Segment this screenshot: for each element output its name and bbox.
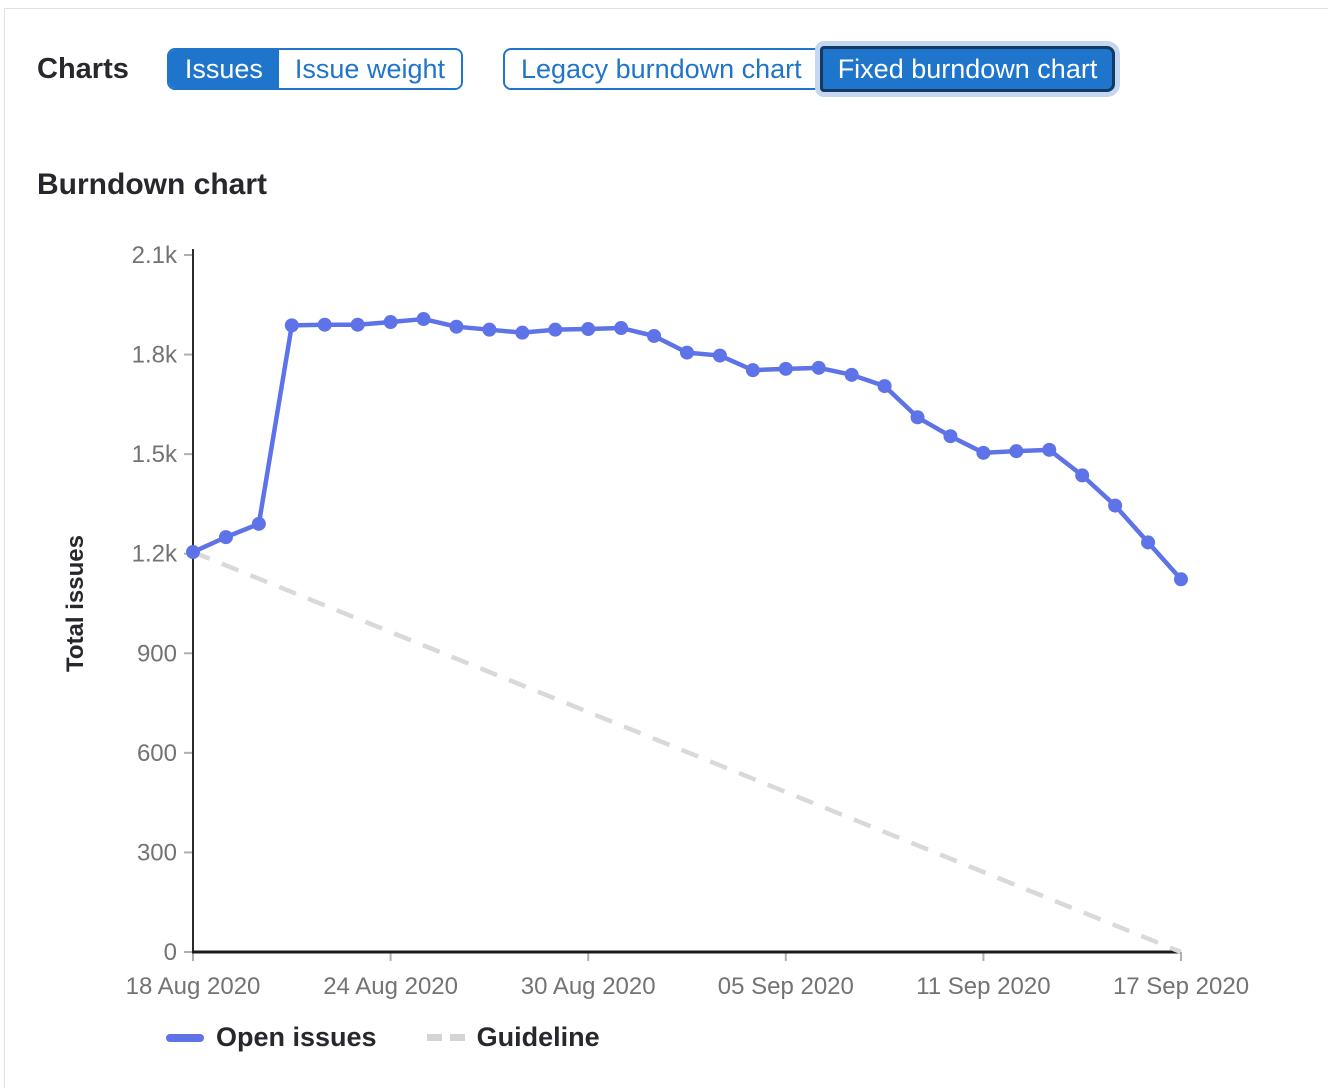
open-issues-data-point[interactable]: [943, 429, 958, 444]
open-issues-data-point[interactable]: [778, 361, 793, 376]
chart-type-toggle-group: Legacy burndown chart Fixed burndown cha…: [503, 46, 1116, 92]
open-issues-data-point[interactable]: [350, 317, 365, 332]
open-issues-data-point[interactable]: [383, 315, 398, 330]
open-issues-data-point[interactable]: [745, 363, 760, 378]
legend-label-guideline: Guideline: [476, 1022, 600, 1052]
guideline-swatch-icon: [426, 1034, 465, 1041]
y-axis-title: Total issues: [62, 535, 89, 672]
open-issues-data-point[interactable]: [811, 360, 826, 375]
y-tick-label: 1.2k: [132, 541, 178, 568]
open-issues-data-point[interactable]: [976, 445, 991, 460]
y-tick-label: 600: [137, 740, 177, 767]
open-issues-data-point[interactable]: [284, 318, 299, 333]
open-issues-data-point[interactable]: [515, 325, 530, 340]
open-issues-data-point[interactable]: [614, 321, 629, 336]
chart-legend: Open issues Guideline: [166, 1022, 1328, 1053]
y-tick-label: 0: [164, 939, 177, 966]
open-issues-data-point[interactable]: [647, 328, 662, 343]
y-tick-label: 2.1k: [132, 242, 178, 269]
y-tick-label: 900: [137, 640, 177, 667]
open-issues-data-point[interactable]: [548, 322, 563, 337]
open-issues-swatch-icon: [166, 1033, 204, 1042]
charts-label: Charts: [37, 52, 129, 85]
open-issues-data-point[interactable]: [712, 348, 727, 363]
legend-item-guideline[interactable]: Guideline: [426, 1022, 600, 1053]
open-issues-data-point[interactable]: [218, 530, 233, 545]
x-tick-label: 30 Aug 2020: [521, 973, 656, 1000]
open-issues-data-point[interactable]: [482, 322, 497, 337]
fixed-burndown-chart-button[interactable]: Fixed burndown chart: [819, 46, 1116, 92]
open-issues-data-point[interactable]: [416, 312, 431, 327]
open-issues-data-point[interactable]: [317, 317, 332, 332]
x-tick-label: 11 Sep 2020: [916, 973, 1050, 1000]
legend-item-open-issues[interactable]: Open issues: [166, 1022, 377, 1053]
y-tick-label: 1.8k: [132, 342, 178, 369]
y-tick-label: 1.5k: [132, 441, 178, 468]
open-issues-data-point[interactable]: [186, 545, 200, 560]
legend-label-open-issues: Open issues: [216, 1022, 377, 1052]
issues-toggle-group: Issues Issue weight: [166, 48, 463, 90]
issues-toggle-button[interactable]: Issues: [168, 50, 279, 88]
open-issues-data-point[interactable]: [1141, 535, 1156, 550]
open-issues-data-point[interactable]: [1042, 442, 1057, 457]
open-issues-data-point[interactable]: [449, 319, 464, 334]
open-issues-data-point[interactable]: [877, 379, 892, 394]
open-issues-data-point[interactable]: [1009, 444, 1024, 459]
burndown-chart-plot[interactable]: 0 300 600 900 1.2k 1.5k 1.8k 2.1k 18 Aug 2020 24 …: [5, 226, 1328, 1006]
page-title: Burndown chart: [37, 168, 267, 201]
open-issues-data-point[interactable]: [1075, 468, 1090, 483]
x-tick-label: 05 Sep 2020: [718, 973, 854, 1000]
charts-header-row: Charts Issues Issue weight Legacy burndo…: [37, 46, 1328, 92]
open-issues-data-point[interactable]: [680, 345, 694, 360]
burndown-page: Charts Issues Issue weight Legacy burndo…: [4, 8, 1328, 1088]
y-tick-label: 300: [137, 839, 177, 866]
open-issues-data-point[interactable]: [910, 410, 925, 425]
legacy-burndown-chart-button[interactable]: Legacy burndown chart: [503, 48, 820, 90]
issue-weight-toggle-button[interactable]: Issue weight: [278, 50, 461, 88]
open-issues-data-point[interactable]: [844, 367, 859, 382]
x-tick-label: 18 Aug 2020: [126, 973, 261, 1000]
open-issues-data-point[interactable]: [1174, 572, 1188, 587]
open-issues-data-point[interactable]: [251, 516, 266, 531]
open-issues-data-point[interactable]: [581, 322, 596, 337]
guideline-series-line: [192, 549, 1182, 955]
x-tick-label: 24 Aug 2020: [323, 973, 458, 1000]
open-issues-data-point[interactable]: [1108, 498, 1123, 513]
x-tick-label: 17 Sep 2020: [1113, 973, 1249, 1000]
